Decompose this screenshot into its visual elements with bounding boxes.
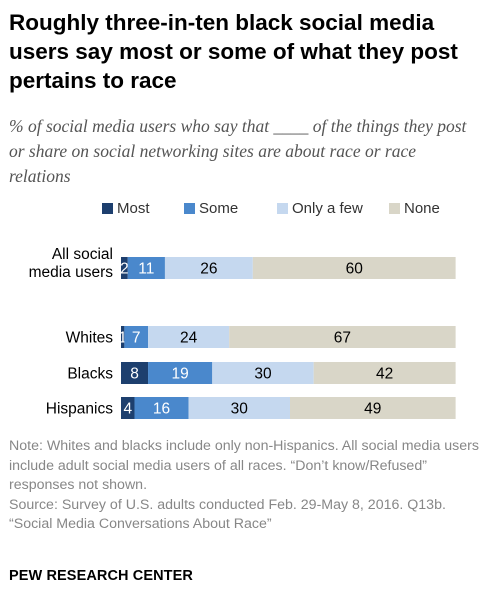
data-label-blacks-only-a-few: 30 xyxy=(254,366,272,383)
bar-hispanics-none xyxy=(290,397,456,419)
category-label-line: All social xyxy=(52,246,113,263)
bar-hispanics-most xyxy=(121,397,135,419)
bar-whites-only-a-few xyxy=(148,326,230,348)
data-label-blacks-some: 19 xyxy=(172,366,189,383)
data-label-whites-some: 7 xyxy=(132,330,141,347)
category-label-blacks: Blacks xyxy=(67,366,113,383)
category-label-line: media users xyxy=(29,264,114,281)
bar-whites-some xyxy=(124,326,149,348)
data-label-all-social-media-users-most: 2 xyxy=(120,261,129,278)
category-label-whites: Whites xyxy=(66,330,114,347)
data-label-hispanics-only-a-few: 30 xyxy=(231,401,249,418)
data-label-blacks-most: 8 xyxy=(130,366,139,383)
legend-label-most: Most xyxy=(117,200,150,217)
data-label-all-social-media-users-some: 11 xyxy=(138,261,154,278)
data-label-blacks-none: 42 xyxy=(376,366,393,383)
bar-all-social-media-users-none xyxy=(252,257,456,279)
bar-blacks-most xyxy=(121,362,149,384)
legend-label-none: None xyxy=(404,200,440,217)
data-label-whites-most: 1 xyxy=(118,330,127,347)
legend-swatch-none xyxy=(389,203,400,214)
bar-blacks-some xyxy=(148,362,213,384)
category-label-hispanics: Hispanics xyxy=(46,401,113,418)
data-label-hispanics-none: 49 xyxy=(364,401,381,418)
bar-whites-none xyxy=(229,326,456,348)
data-label-whites-only-a-few: 24 xyxy=(180,330,198,347)
data-label-all-social-media-users-none: 60 xyxy=(346,261,364,278)
bar-all-social-media-users-most xyxy=(121,257,128,279)
legend-swatch-most xyxy=(102,203,113,214)
bar-blacks-none xyxy=(313,362,456,384)
note-text: Note: Whites and blacks include only non… xyxy=(9,438,479,494)
data-label-whites-none: 67 xyxy=(334,330,351,347)
chart-subtitle: % of social media users who say that ___… xyxy=(9,116,467,186)
pew-research-center-logo: PEW RESEARCH CENTER xyxy=(9,568,193,584)
data-label-hispanics-most: 4 xyxy=(123,401,132,418)
bar-hispanics-only-a-few xyxy=(188,397,290,419)
source-text: Source: Survey of U.S. adults conducted … xyxy=(9,496,446,513)
notes-block: Note: Whites and blacks include only non… xyxy=(9,437,484,535)
bar-whites-most xyxy=(121,326,125,348)
report-title-text: “Social Media Conversations About Race” xyxy=(9,516,272,533)
bar-all-social-media-users-some xyxy=(127,257,165,279)
legend-swatch-some xyxy=(184,203,195,214)
chart-svg: Most Some Only a few None All social media us… xyxy=(29,200,456,419)
legend-swatch-only-a-few xyxy=(277,203,288,214)
data-label-hispanics-some: 16 xyxy=(153,401,170,418)
legend-label-only-a-few: Only a few xyxy=(292,200,363,217)
bar-hispanics-some xyxy=(134,397,189,419)
chart-title: Roughly three-in-ten black social media … xyxy=(9,10,458,93)
stacked-bar-chart: Most Some Only a few None All social media us… xyxy=(0,196,493,436)
data-label-all-social-media-users-only-a-few: 26 xyxy=(200,261,217,278)
category-label-all-social-media-users: All social media users xyxy=(29,246,114,281)
bar-blacks-only-a-few xyxy=(212,362,314,384)
legend-label-some: Some xyxy=(199,200,238,217)
bar-all-social-media-users-only-a-few xyxy=(164,257,253,279)
